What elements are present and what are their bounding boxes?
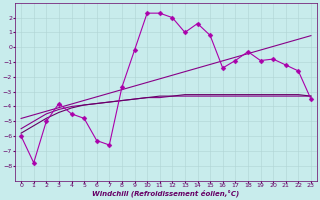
X-axis label: Windchill (Refroidissement éolien,°C): Windchill (Refroidissement éolien,°C)	[92, 190, 240, 197]
